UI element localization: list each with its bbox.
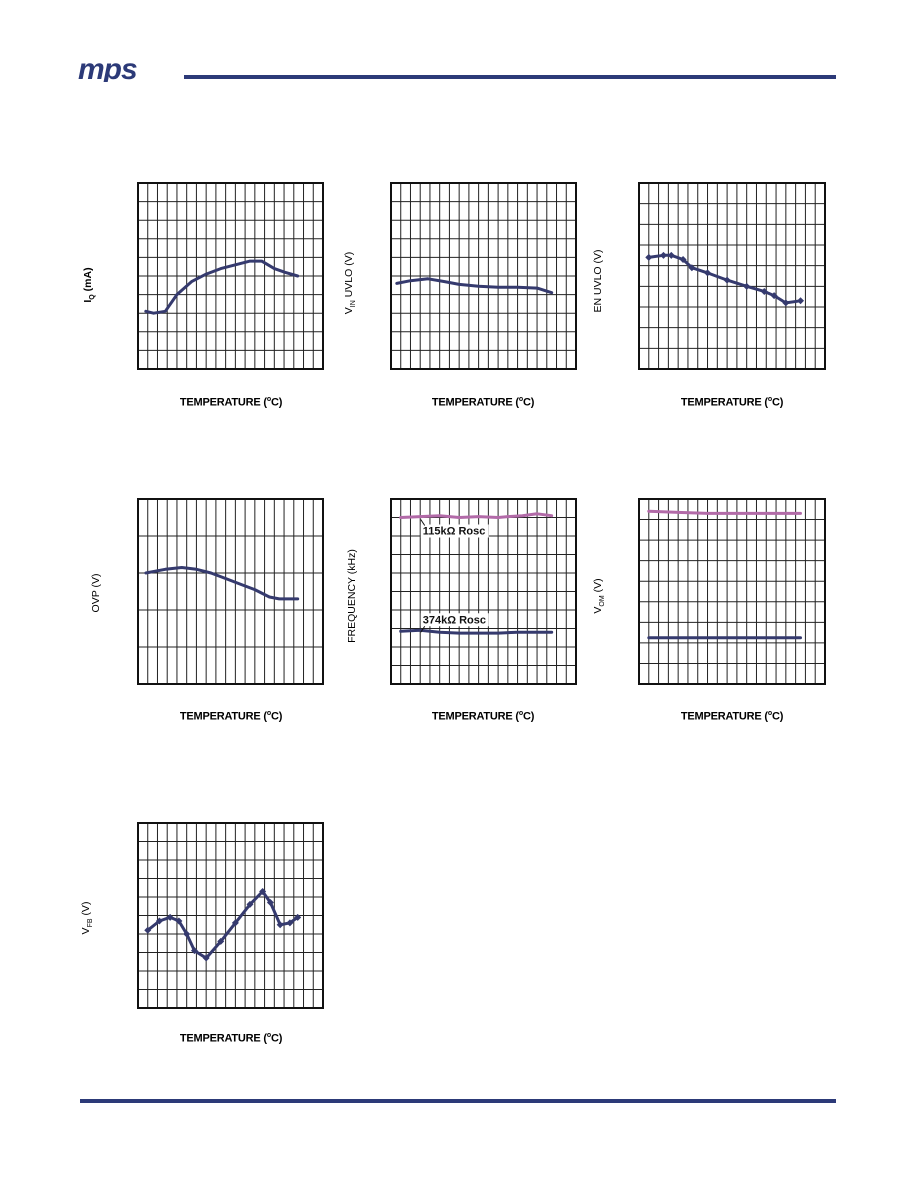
y-axis-label: EN UVLO (V) [592, 249, 604, 313]
x-axis-label: TEMPERATURE (oC) [179, 396, 283, 409]
data-point [190, 947, 198, 955]
data-point [770, 292, 778, 300]
plot-frame [137, 182, 324, 370]
x-axis-label: TEMPERATURE (oC) [179, 1032, 283, 1045]
chart-1-plot [137, 182, 324, 370]
data-point [645, 253, 653, 261]
mps-logo: mps [78, 56, 138, 82]
data-point [294, 913, 302, 921]
x-axis-label: TEMPERATURE (oC) [179, 710, 283, 723]
plot-frame [137, 498, 324, 685]
series-line-1 [399, 512, 554, 519]
data-point [679, 255, 687, 263]
series-line-1 [144, 259, 300, 315]
series-line-1 [146, 890, 300, 960]
series-label-leader [420, 625, 426, 633]
data-point [723, 276, 731, 284]
data-point [246, 900, 254, 908]
data-point [276, 921, 284, 929]
data-point [183, 930, 191, 938]
y-axis-label: VOM (V) [591, 578, 607, 614]
series-line-1 [395, 277, 554, 295]
y-axis-label: VFB (V) [79, 901, 95, 935]
data-point [202, 954, 210, 962]
data-point [259, 887, 267, 895]
data-point [797, 297, 805, 305]
plot-frame [390, 182, 577, 370]
series-line-1 [647, 509, 802, 515]
data-point [704, 269, 712, 277]
chart-6-plot [638, 498, 826, 685]
data-point [688, 264, 696, 272]
data-point [782, 299, 790, 307]
plot-frame [638, 498, 826, 685]
series-label-leader [420, 519, 426, 526]
plot-frame [390, 498, 577, 685]
data-point [144, 926, 152, 934]
chart-3-plot [638, 182, 826, 370]
x-axis-label: TEMPERATURE (oC) [680, 710, 784, 723]
data-point [266, 899, 274, 907]
plot-frame [137, 822, 324, 1009]
series-label: 115kΩ Rosc [423, 526, 486, 538]
y-axis-label: FREQUENCY (kHz) [346, 549, 358, 643]
chart-7-plot [137, 822, 324, 1009]
data-point [231, 919, 239, 927]
x-axis-label: TEMPERATURE (oC) [431, 396, 535, 409]
data-point [743, 282, 751, 290]
y-axis-label: OVP (V) [90, 573, 102, 613]
data-point [760, 288, 768, 295]
series-label: 374kΩ Rosc [423, 614, 486, 626]
data-point [659, 251, 667, 259]
header-rule [184, 75, 836, 79]
series-line-1 [144, 566, 300, 601]
chart-4-plot [137, 498, 324, 685]
y-axis-label: VIN UVLO (V) [342, 251, 358, 315]
x-axis-label: TEMPERATURE (oC) [431, 710, 535, 723]
chart-5-plot: 115kΩ Rosc 374kΩ Rosc [390, 498, 577, 685]
footer-rule [80, 1099, 836, 1103]
series-label-bg [420, 524, 489, 538]
data-point [175, 917, 183, 925]
x-axis-label: TEMPERATURE (oC) [680, 396, 784, 409]
data-point [155, 917, 163, 925]
logo-text: mps [78, 56, 137, 82]
y-axis-label: IQ (mA) [81, 267, 97, 303]
data-point [667, 251, 675, 259]
data-point [286, 919, 294, 927]
data-point [217, 937, 225, 945]
series-line-2 [399, 628, 554, 635]
chart-2-plot [390, 182, 577, 370]
series-label-bg [420, 613, 489, 627]
data-point [166, 913, 174, 921]
plot-frame [638, 182, 826, 370]
